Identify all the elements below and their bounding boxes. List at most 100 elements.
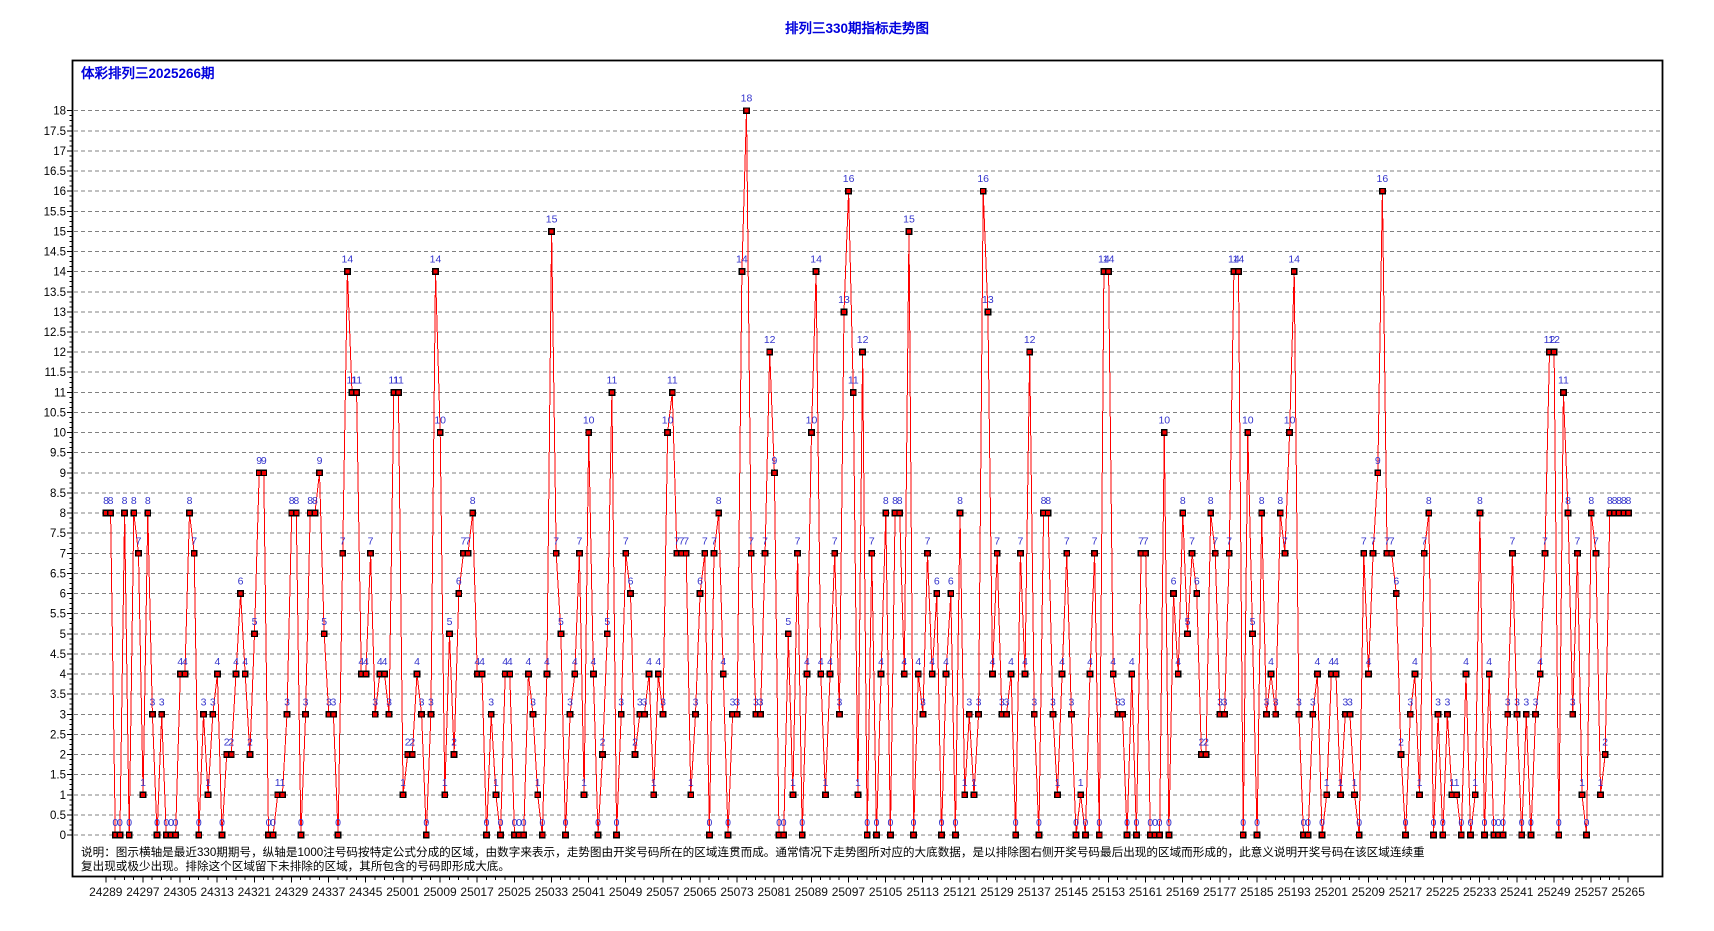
svg-text:6: 6 (1194, 576, 1200, 588)
svg-text:10: 10 (662, 415, 674, 427)
svg-text:7: 7 (1017, 535, 1023, 547)
svg-text:6.5: 6.5 (50, 568, 66, 580)
svg-text:10: 10 (1284, 415, 1296, 427)
svg-text:6: 6 (948, 576, 954, 588)
svg-text:1: 1 (535, 777, 541, 789)
svg-text:4: 4 (929, 656, 935, 668)
svg-text:14: 14 (430, 254, 442, 266)
svg-text:5: 5 (321, 616, 327, 628)
svg-text:8: 8 (131, 495, 137, 507)
svg-text:0: 0 (1356, 817, 1362, 829)
svg-text:4: 4 (1059, 656, 1065, 668)
svg-text:0: 0 (1240, 817, 1246, 829)
svg-text:13: 13 (838, 294, 850, 306)
svg-text:8: 8 (1625, 495, 1631, 507)
svg-text:0: 0 (1584, 817, 1590, 829)
svg-text:0: 0 (498, 817, 504, 829)
svg-text:17: 17 (53, 146, 66, 158)
svg-text:0: 0 (1519, 817, 1525, 829)
svg-text:25033: 25033 (535, 885, 569, 899)
svg-text:2.5: 2.5 (50, 729, 66, 741)
svg-text:25097: 25097 (832, 885, 866, 899)
svg-text:4: 4 (502, 656, 508, 668)
svg-text:3: 3 (1222, 696, 1228, 708)
svg-text:4: 4 (1175, 656, 1181, 668)
svg-text:14: 14 (1103, 254, 1115, 266)
svg-text:1: 1 (1598, 777, 1604, 789)
svg-text:1: 1 (822, 777, 828, 789)
svg-text:7: 7 (1593, 535, 1599, 547)
svg-text:0: 0 (423, 817, 429, 829)
svg-text:7: 7 (832, 535, 838, 547)
svg-text:3: 3 (618, 696, 624, 708)
svg-text:1: 1 (400, 777, 406, 789)
svg-text:1: 1 (1324, 777, 1330, 789)
svg-text:25249: 25249 (1537, 885, 1571, 899)
svg-text:0: 0 (219, 817, 225, 829)
svg-text:8: 8 (1621, 495, 1627, 507)
svg-text:7: 7 (1542, 535, 1548, 547)
svg-text:7: 7 (60, 548, 66, 560)
svg-text:0: 0 (1073, 817, 1079, 829)
svg-text:8.5: 8.5 (50, 488, 66, 500)
svg-text:0: 0 (1403, 817, 1409, 829)
svg-text:8: 8 (1041, 495, 1047, 507)
svg-text:排列三330期指标走势图: 排列三330期指标走势图 (785, 20, 929, 36)
svg-text:3: 3 (326, 696, 332, 708)
svg-text:7: 7 (623, 535, 629, 547)
svg-text:14: 14 (53, 267, 66, 279)
svg-text:1: 1 (442, 777, 448, 789)
svg-text:1: 1 (1579, 777, 1585, 789)
svg-text:1: 1 (140, 777, 146, 789)
svg-text:1: 1 (688, 777, 694, 789)
svg-text:25241: 25241 (1500, 885, 1534, 899)
svg-text:25113: 25113 (906, 885, 939, 899)
svg-text:0: 0 (60, 830, 66, 842)
svg-text:3: 3 (1068, 696, 1074, 708)
svg-text:7: 7 (1282, 535, 1288, 547)
svg-text:6: 6 (238, 576, 244, 588)
svg-text:3: 3 (660, 696, 666, 708)
svg-text:0: 0 (781, 817, 787, 829)
svg-text:3: 3 (1217, 696, 1223, 708)
svg-text:25073: 25073 (720, 885, 754, 899)
svg-text:4: 4 (479, 656, 485, 668)
svg-text:4: 4 (901, 656, 907, 668)
svg-text:8: 8 (312, 495, 318, 507)
svg-text:4: 4 (382, 656, 388, 668)
svg-text:9: 9 (317, 455, 323, 467)
svg-text:8: 8 (145, 495, 151, 507)
svg-text:13: 13 (982, 294, 994, 306)
svg-text:7: 7 (1574, 535, 1580, 547)
svg-text:0: 0 (168, 817, 174, 829)
svg-text:5: 5 (1250, 616, 1256, 628)
svg-text:5: 5 (60, 629, 66, 641)
svg-text:8: 8 (716, 495, 722, 507)
svg-text:24313: 24313 (201, 885, 235, 899)
svg-text:3: 3 (284, 696, 290, 708)
svg-text:8: 8 (1426, 495, 1432, 507)
svg-text:3: 3 (1570, 696, 1576, 708)
svg-text:0: 0 (335, 817, 341, 829)
svg-text:1: 1 (60, 790, 66, 802)
svg-text:0: 0 (266, 817, 272, 829)
svg-text:0: 0 (516, 817, 522, 829)
svg-text:8: 8 (957, 495, 963, 507)
svg-text:6: 6 (1393, 576, 1399, 588)
svg-text:3: 3 (159, 696, 165, 708)
svg-text:9: 9 (60, 468, 66, 480)
svg-text:0: 0 (196, 817, 202, 829)
svg-text:3: 3 (1273, 696, 1279, 708)
svg-text:3: 3 (1444, 696, 1450, 708)
svg-text:9: 9 (1375, 455, 1381, 467)
svg-text:12: 12 (857, 334, 869, 346)
svg-text:8: 8 (1616, 495, 1622, 507)
svg-text:10: 10 (583, 415, 595, 427)
svg-text:7: 7 (1064, 535, 1070, 547)
svg-text:3: 3 (641, 696, 647, 708)
svg-text:24289: 24289 (89, 885, 123, 899)
svg-text:4: 4 (827, 656, 833, 668)
svg-text:0: 0 (1458, 817, 1464, 829)
svg-text:7: 7 (191, 535, 197, 547)
svg-text:3: 3 (372, 696, 378, 708)
